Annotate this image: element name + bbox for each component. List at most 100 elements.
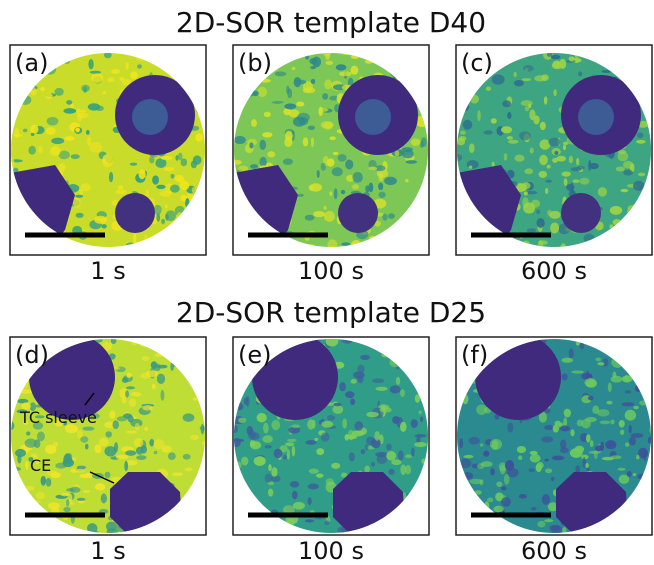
speckle [420,485,427,497]
speckle [307,244,315,247]
speckle [63,454,73,465]
speckle [463,223,469,229]
speckle [632,473,637,477]
speckle [50,242,63,247]
speckle [516,53,528,56]
speckle [46,116,59,126]
panel-label: (b) [238,49,272,77]
speckle [549,210,561,219]
speckle [363,339,371,345]
speckle [332,402,342,407]
speckle [630,433,644,438]
speckle [181,504,187,515]
speckle [271,419,281,431]
speckle [288,426,301,434]
speckle [395,239,403,244]
speckle [65,499,70,507]
speckle [563,408,571,418]
speckle [257,517,267,525]
speckle [609,224,614,229]
speckle [339,53,352,56]
speckle [507,139,519,144]
speckle [292,501,305,510]
speckle [194,58,200,62]
speckle [601,69,612,74]
speckle [606,400,613,405]
speckle [546,53,553,57]
speckle [85,130,90,135]
speckle [184,467,193,472]
speckle [457,194,462,206]
speckle [11,143,13,153]
speckle [406,232,410,243]
annotation-pointer [89,471,115,484]
speckle [176,220,190,232]
speckle [160,155,173,160]
speckle [468,436,480,445]
speckle [104,471,111,479]
speckle [556,155,566,162]
speckle [493,57,502,65]
speckle [125,390,129,398]
speckle [581,454,589,460]
speckle [529,450,538,455]
speckle [241,456,249,466]
speckle [483,130,493,135]
speckle [579,177,590,185]
panel-label: (d) [15,341,49,369]
speckle [462,119,473,130]
speckle [528,103,532,109]
speckle [35,237,44,242]
panel-label: (e) [238,341,272,369]
speckle [104,53,112,59]
speckle [411,447,415,457]
speckle [375,386,388,391]
speckle [66,100,73,105]
speckle [144,426,149,432]
speckle [563,178,568,186]
speckle [18,100,22,111]
speckle [259,139,267,151]
speckle [115,189,127,195]
speckle [416,94,425,99]
speckle [11,421,15,430]
speckle [156,373,166,385]
speckle [400,464,406,476]
speckle [88,250,94,253]
speckle [377,53,381,59]
speckle [544,458,549,462]
speckle [572,179,580,184]
speckle [368,166,378,171]
speckle [324,520,330,526]
speckle [252,90,259,97]
speckle [112,420,119,430]
speckle [391,63,395,68]
speckle [583,233,595,244]
speckle [457,154,463,161]
speckle [457,102,470,112]
speckle [609,205,623,215]
speckle [536,462,544,469]
speckle [418,410,422,415]
speckle [128,398,137,408]
speckle [632,86,640,94]
speckle [188,353,192,360]
speckle [641,53,648,57]
speckle [338,71,352,77]
speckle [15,202,26,211]
speckle [491,161,495,168]
speckle [259,156,267,168]
speckle [500,497,511,507]
speckle [611,357,624,368]
speckle [381,56,386,67]
speckle [177,53,189,55]
speckle [161,218,165,225]
annotation: CE [30,456,51,475]
speckle [389,68,398,77]
speckle [327,245,336,247]
speckle [200,423,205,435]
speckle [28,145,36,155]
speckle [544,425,555,430]
speckle [539,139,551,150]
speckle [561,357,574,363]
